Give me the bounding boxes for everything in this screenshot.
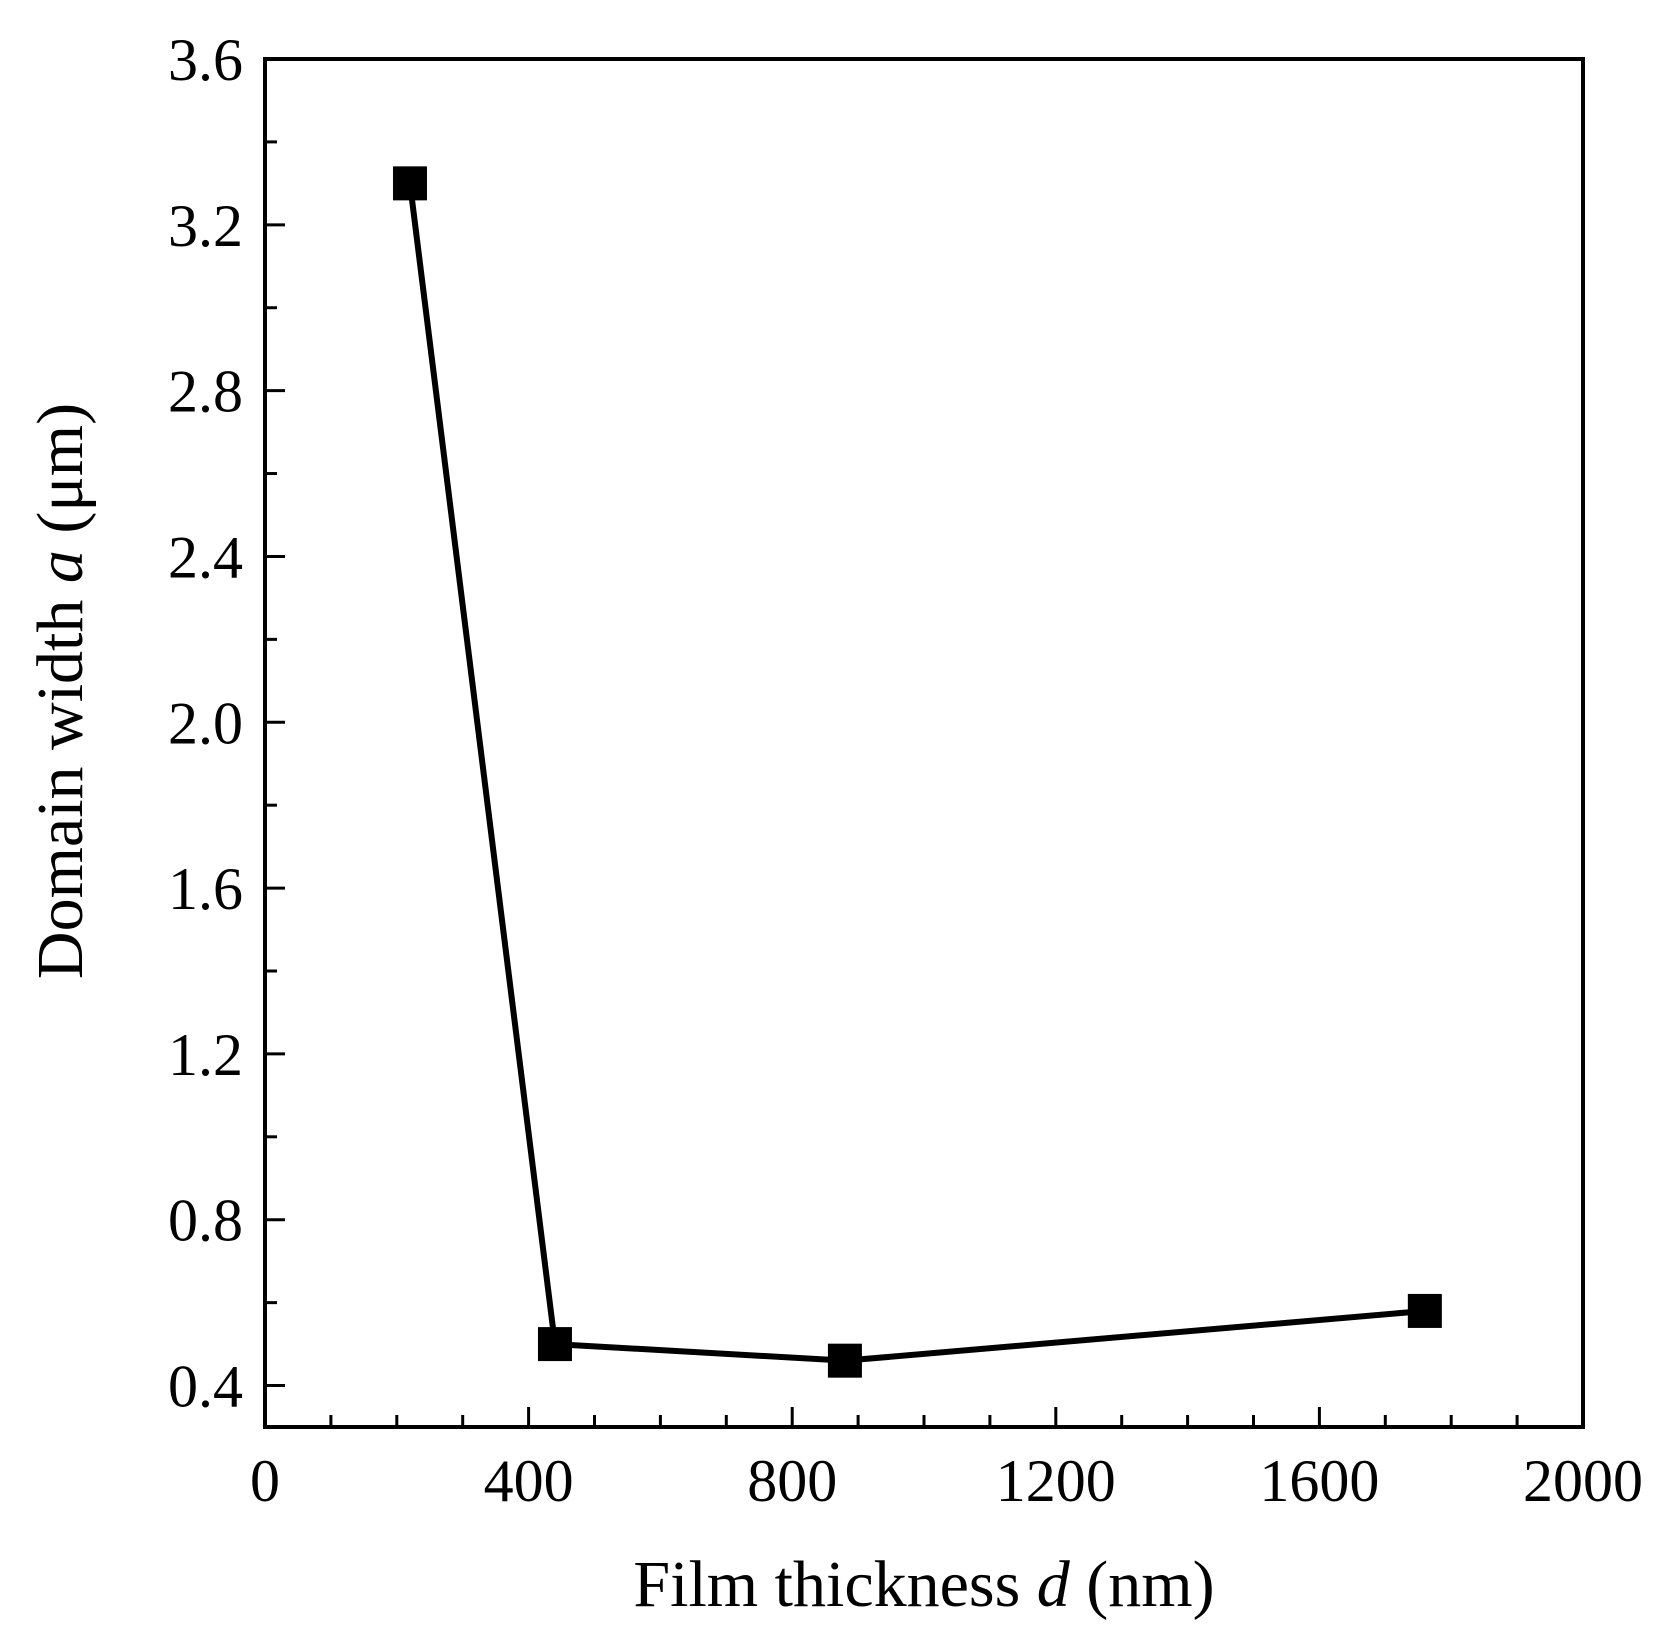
y-tick-label: 0.4: [168, 1354, 243, 1420]
y-tick-label: 2.8: [168, 359, 243, 425]
x-tick-label: 0: [250, 1448, 280, 1514]
y-axis-title-prefix: Domain width: [24, 583, 97, 979]
y-tick-label: 3.6: [168, 27, 243, 93]
plot-frame: [263, 57, 1585, 1429]
data-point: [392, 166, 427, 201]
x-axis-title-variable: d: [1037, 1548, 1071, 1621]
series-line: [407, 182, 1426, 1364]
y-tick-label: 2.4: [168, 524, 243, 590]
x-tick-label: 1200: [996, 1448, 1116, 1514]
x-tick-label: 400: [484, 1448, 574, 1514]
x-axis-title: Film thickness d (nm): [633, 1548, 1214, 1621]
x-axis-title-unit: (nm): [1070, 1548, 1215, 1621]
data-point: [537, 1327, 572, 1362]
x-tick-label: 800: [747, 1448, 837, 1514]
axis-tick-labels: 0 400 800 1200 1600 2000 0.4 0.8 1.2 1.6 2.0 2.4 2.8…: [168, 27, 1643, 1514]
x-axis-title-prefix: Film thickness: [633, 1548, 1036, 1621]
y-tick-label: 1.6: [168, 856, 243, 922]
y-tick-label: 3.2: [168, 193, 243, 259]
data-series: [392, 166, 1442, 1378]
axis-ticks: [263, 57, 1585, 1427]
y-tick-label: 0.8: [168, 1188, 243, 1254]
y-tick-label: 2.0: [168, 690, 243, 756]
y-axis-title: Domain width a (μm): [24, 403, 97, 979]
x-tick-label: 2000: [1523, 1448, 1643, 1514]
y-axis-title-variable: a: [24, 550, 97, 583]
data-point: [1407, 1293, 1442, 1328]
y-tick-label: 1.2: [168, 1022, 243, 1088]
x-tick-label: 1600: [1259, 1448, 1379, 1514]
y-axis-title-unit: (μm): [24, 403, 97, 550]
data-point: [827, 1343, 862, 1378]
